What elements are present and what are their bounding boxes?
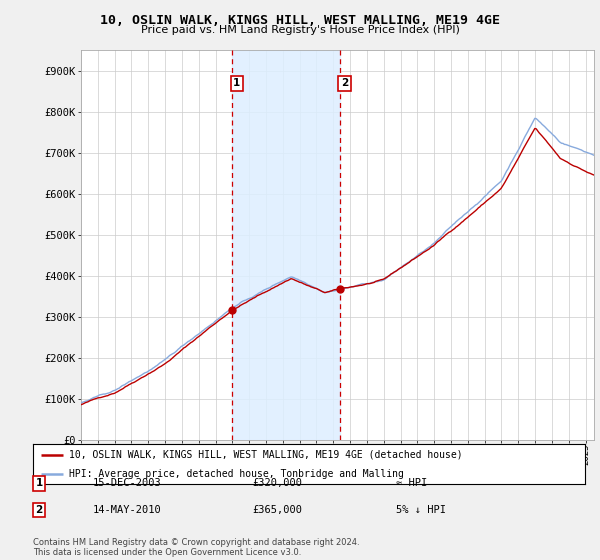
- Bar: [232, 50, 340, 440]
- Text: HPI: Average price, detached house, Tonbridge and Malling: HPI: Average price, detached house, Tonb…: [69, 469, 404, 479]
- Text: 5% ↓ HPI: 5% ↓ HPI: [396, 505, 446, 515]
- Text: 2: 2: [35, 505, 43, 515]
- Text: 10, OSLIN WALK, KINGS HILL, WEST MALLING, ME19 4GE (detached house): 10, OSLIN WALK, KINGS HILL, WEST MALLING…: [69, 450, 463, 460]
- Text: Contains HM Land Registry data © Crown copyright and database right 2024.
This d: Contains HM Land Registry data © Crown c…: [33, 538, 359, 557]
- Text: ≈ HPI: ≈ HPI: [396, 478, 427, 488]
- Text: 15-DEC-2003: 15-DEC-2003: [93, 478, 162, 488]
- Text: 1: 1: [35, 478, 43, 488]
- Text: 14-MAY-2010: 14-MAY-2010: [93, 505, 162, 515]
- Text: Price paid vs. HM Land Registry's House Price Index (HPI): Price paid vs. HM Land Registry's House …: [140, 25, 460, 35]
- Text: 10, OSLIN WALK, KINGS HILL, WEST MALLING, ME19 4GE: 10, OSLIN WALK, KINGS HILL, WEST MALLING…: [100, 14, 500, 27]
- Text: 2: 2: [341, 78, 348, 88]
- Text: £320,000: £320,000: [252, 478, 302, 488]
- Text: 1: 1: [233, 78, 241, 88]
- Text: £365,000: £365,000: [252, 505, 302, 515]
